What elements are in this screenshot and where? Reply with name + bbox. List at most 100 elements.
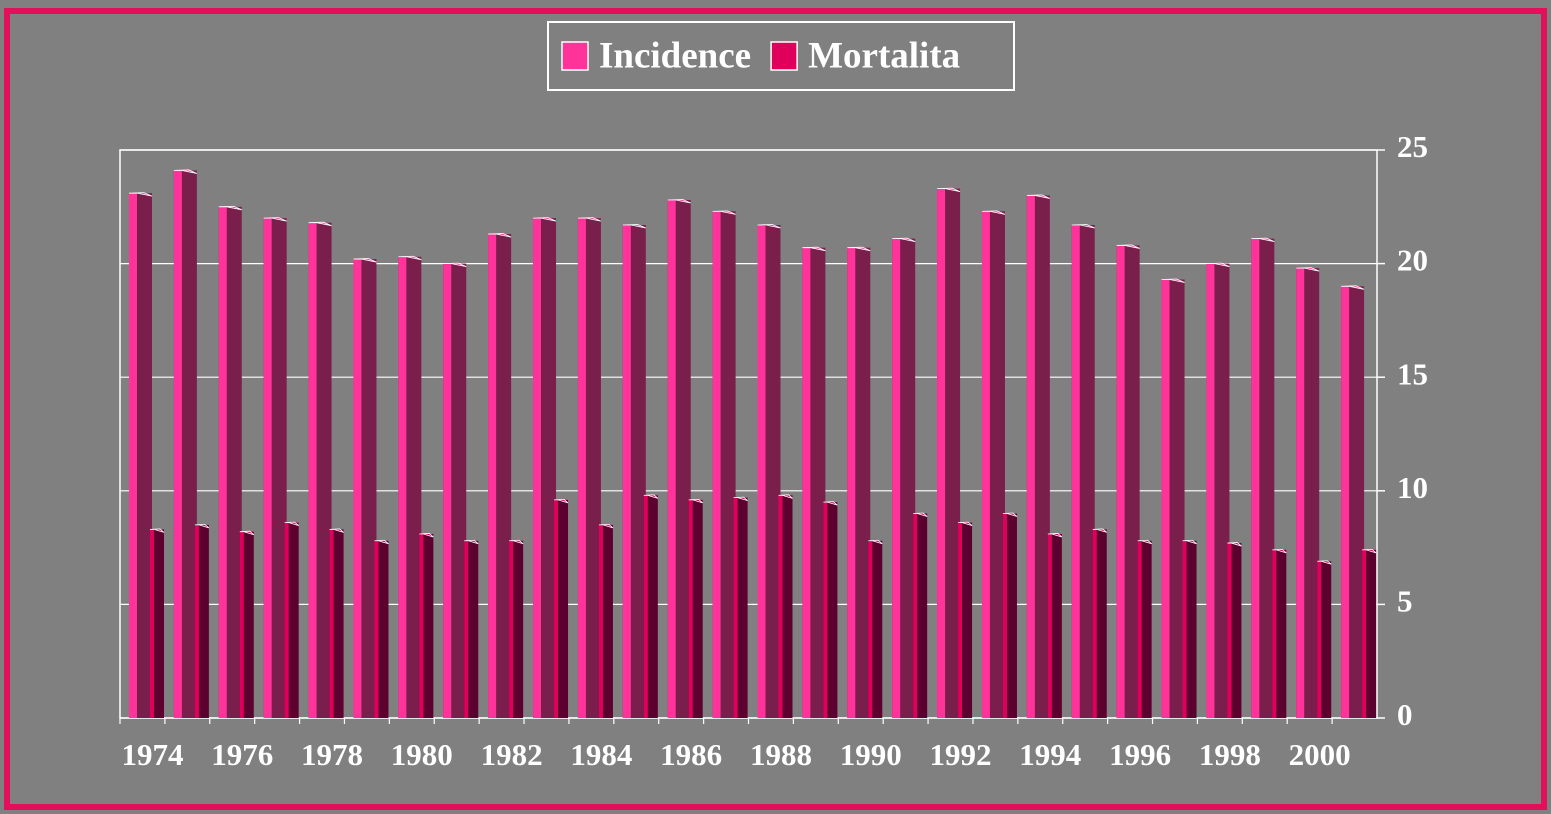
bar-top — [533, 217, 557, 222]
bar-top — [1137, 539, 1152, 545]
bar-top — [284, 521, 299, 526]
bar-face — [688, 499, 693, 718]
bar-face — [981, 211, 990, 718]
bar-top — [733, 496, 748, 501]
bar-face — [464, 540, 469, 718]
bar-top — [443, 262, 467, 267]
bar-top — [598, 523, 614, 529]
bar-top — [778, 494, 793, 499]
legend-swatch — [770, 41, 798, 71]
bar-top — [149, 528, 165, 533]
bar-face — [1071, 224, 1080, 718]
x-tick-label: 2000 — [1289, 737, 1351, 772]
bar-face — [129, 193, 137, 719]
x-tick-label: 1974 — [121, 737, 183, 772]
bar-top — [1227, 542, 1242, 547]
bar-face — [1341, 286, 1350, 718]
bar-top — [308, 221, 332, 227]
bar-top — [1251, 237, 1275, 243]
bar-face — [847, 247, 856, 719]
bar-face — [263, 218, 272, 718]
bar-top — [1161, 278, 1185, 283]
bar-top — [757, 224, 781, 229]
bar-top — [464, 539, 479, 545]
bar-face — [398, 256, 407, 718]
bar-face — [757, 224, 766, 718]
x-tick-label: 1988 — [750, 737, 812, 772]
bar-face — [622, 224, 631, 718]
bar-face — [643, 495, 648, 718]
legend-label: Incidence — [599, 35, 751, 76]
bar-top — [823, 501, 838, 506]
bar-top — [1026, 194, 1051, 199]
bar-top — [667, 199, 691, 204]
bar-top — [263, 217, 287, 222]
bar-top — [892, 237, 916, 243]
bar-top — [1116, 244, 1140, 249]
bar-top — [937, 187, 961, 193]
legend-label: Mortalita — [808, 35, 960, 76]
bar-top — [1206, 262, 1230, 267]
bar-face — [1296, 268, 1305, 718]
bar-face — [329, 529, 334, 718]
x-tick-label: 1984 — [570, 737, 632, 772]
y-tick-label: 10 — [1397, 470, 1428, 505]
bar-face — [308, 222, 317, 719]
x-tick-label: 1982 — [481, 737, 543, 772]
y-tick-label: 20 — [1397, 243, 1428, 278]
x-tick-label: 1998 — [1199, 737, 1261, 772]
bar-top — [1047, 533, 1063, 538]
bar-face — [892, 238, 901, 718]
bar-face — [1182, 540, 1187, 718]
bar-face — [712, 211, 721, 718]
bar-face — [554, 499, 559, 718]
bar-top — [488, 233, 512, 238]
bar-top — [1071, 224, 1095, 229]
bar-face — [1161, 279, 1170, 718]
y-tick-label: 25 — [1397, 129, 1428, 164]
bar-top — [688, 498, 703, 504]
bar-top — [712, 210, 736, 215]
x-tick-label: 1976 — [211, 737, 273, 772]
bar-face — [509, 540, 514, 718]
bar-face — [802, 247, 811, 719]
bar-top — [1182, 539, 1197, 545]
bar-face — [1092, 529, 1097, 718]
y-tick-label: 5 — [1397, 584, 1413, 619]
bar-top — [329, 528, 344, 533]
bar-top — [194, 523, 210, 529]
x-tick-label: 1992 — [930, 737, 992, 772]
bar-face — [1227, 543, 1232, 718]
bar-face — [1137, 540, 1142, 718]
bar-face — [1251, 238, 1260, 718]
bar-top — [643, 494, 659, 499]
bar-face — [1317, 561, 1322, 718]
bar-face — [868, 540, 873, 718]
bar-top — [554, 498, 569, 504]
bar-top — [173, 169, 198, 174]
bar-face — [150, 529, 154, 718]
bar-face — [1116, 245, 1125, 718]
bar-top — [802, 246, 826, 252]
bar-top — [1272, 548, 1287, 554]
bar-top — [218, 205, 242, 211]
bar-face — [1002, 513, 1007, 718]
bar-face — [958, 522, 963, 718]
legend-swatch — [561, 41, 589, 71]
bar-face — [937, 188, 946, 718]
legend: Incidence Mortalita — [561, 35, 960, 76]
bar-face — [194, 524, 199, 718]
bar-top — [913, 512, 928, 517]
bar-face — [533, 218, 542, 718]
bar-face — [173, 170, 182, 718]
bar-top — [1002, 512, 1018, 517]
bar-top — [577, 217, 602, 222]
legend-box — [547, 21, 1015, 91]
bar-top — [1296, 267, 1320, 272]
frame — [4, 8, 1547, 810]
bar-face — [778, 495, 783, 718]
bar-top — [128, 192, 153, 197]
bar-top — [868, 539, 883, 545]
bar-face — [598, 524, 603, 718]
